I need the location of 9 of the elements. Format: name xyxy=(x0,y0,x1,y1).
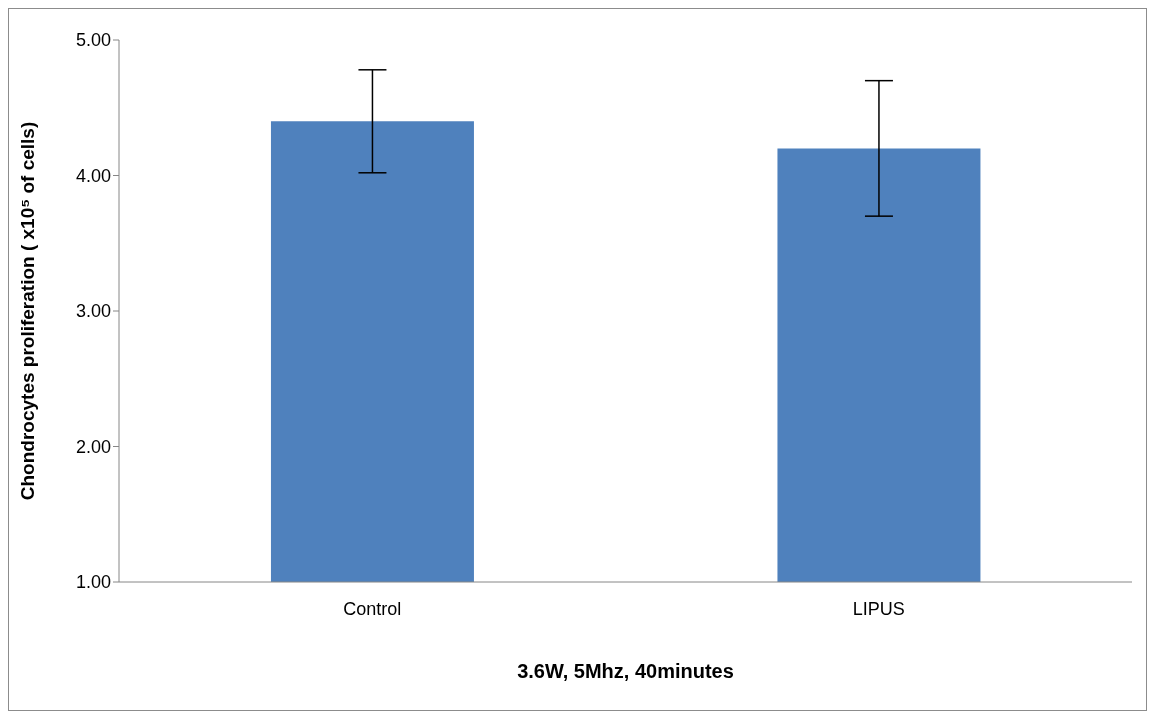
x-tick-label: Control xyxy=(343,598,402,619)
y-tick-label: 5.00 xyxy=(75,30,111,51)
y-tick-label: 2.00 xyxy=(75,436,111,457)
x-axis-title: 3.6W, 5Mhz, 40minutes xyxy=(517,660,734,682)
y-tick-label: 1.00 xyxy=(75,572,111,593)
x-tick-label: LIPUS xyxy=(852,598,905,619)
y-axis-title: Chondrocytes proliferation ( x10⁵ of cells) xyxy=(16,121,38,501)
y-tick-label: 3.00 xyxy=(75,301,111,322)
y-tick-label: 4.00 xyxy=(75,165,111,186)
